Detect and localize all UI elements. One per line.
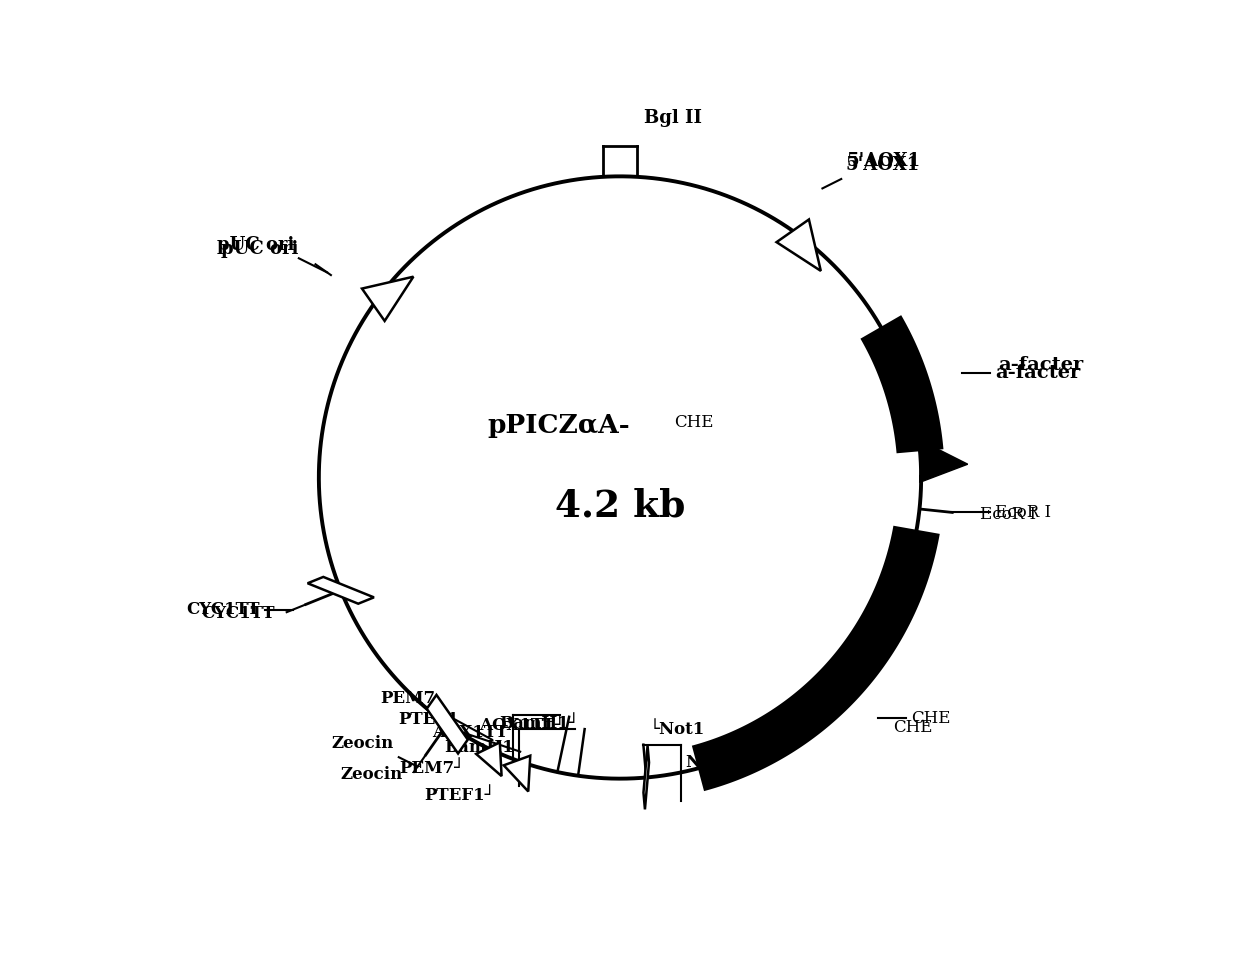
Text: EcoR I: EcoR I	[994, 504, 1050, 520]
Text: 5'AOX1: 5'AOX1	[846, 157, 920, 175]
Text: PTEF1┘: PTEF1┘	[424, 787, 495, 804]
Text: 4.2 kb: 4.2 kb	[554, 487, 686, 524]
Text: CYC1TT: CYC1TT	[201, 605, 274, 622]
Polygon shape	[308, 577, 374, 604]
Text: CHE: CHE	[893, 719, 932, 736]
Text: BamH1┘: BamH1┘	[498, 715, 579, 732]
Text: Zeocin: Zeocin	[341, 766, 403, 783]
Text: CHE: CHE	[911, 710, 951, 727]
Text: Bgl II: Bgl II	[644, 110, 702, 127]
Text: a-facter: a-facter	[998, 355, 1084, 373]
Polygon shape	[692, 525, 940, 791]
Text: CYC1TT: CYC1TT	[186, 602, 260, 618]
Text: CHE: CHE	[675, 414, 714, 432]
Polygon shape	[427, 695, 467, 753]
Polygon shape	[776, 220, 821, 271]
Text: AOX1TT┘: AOX1TT┘	[479, 717, 564, 734]
Polygon shape	[362, 277, 413, 321]
Text: BamH1: BamH1	[444, 738, 515, 755]
Polygon shape	[920, 441, 967, 482]
Text: AOX1TT: AOX1TT	[433, 725, 508, 741]
Polygon shape	[644, 746, 649, 810]
Text: 5'AOX1: 5'AOX1	[846, 153, 920, 170]
Text: PEM7┘: PEM7┘	[399, 760, 464, 776]
Text: pPICZαA-: pPICZαA-	[487, 414, 630, 438]
Text: PTEF1: PTEF1	[398, 711, 459, 728]
Polygon shape	[503, 755, 531, 792]
Text: a-facter: a-facter	[994, 364, 1080, 382]
Polygon shape	[861, 315, 944, 454]
Text: pUC ori: pUC ori	[217, 236, 294, 254]
Polygon shape	[476, 742, 502, 776]
Text: └Not1: └Not1	[650, 721, 706, 738]
Text: pUC ori: pUC ori	[221, 241, 299, 259]
Text: PEM7: PEM7	[381, 690, 435, 707]
Text: Zeocin: Zeocin	[332, 735, 394, 753]
Text: EcoR I: EcoR I	[981, 506, 1037, 523]
Text: Not1: Not1	[686, 754, 730, 771]
